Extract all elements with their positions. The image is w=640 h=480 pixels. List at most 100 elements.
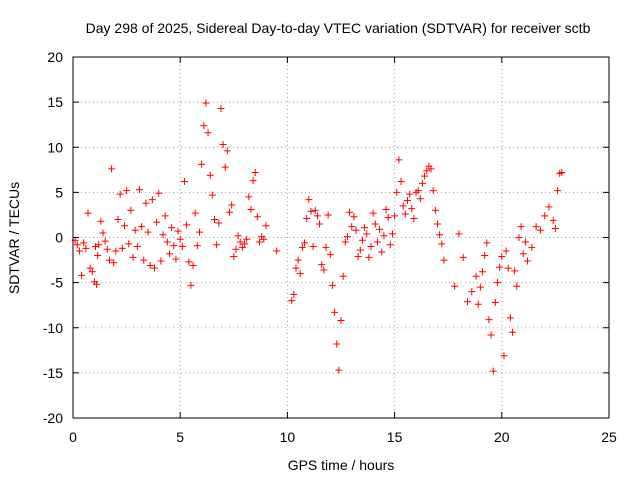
data-point [500, 352, 508, 360]
x-tick-label: 0 [69, 429, 77, 445]
grid [73, 57, 609, 418]
data-point [341, 238, 349, 246]
data-point [483, 239, 491, 247]
data-point [513, 282, 521, 290]
data-point [423, 167, 431, 175]
data-point [451, 282, 459, 290]
data-point [133, 243, 141, 251]
data-point [322, 243, 330, 251]
data-point [127, 206, 135, 214]
data-point [155, 189, 163, 197]
data-point [245, 193, 253, 201]
data-point [476, 283, 484, 291]
data-point [211, 215, 219, 223]
data-point [524, 257, 532, 265]
data-point [262, 222, 270, 230]
data-point [502, 247, 510, 255]
data-point [324, 211, 332, 219]
data-point [551, 224, 559, 232]
data-point [414, 187, 422, 195]
data-point [138, 223, 146, 231]
data-point [388, 230, 396, 238]
data-point [532, 223, 540, 231]
data-point [202, 99, 210, 107]
data-point [170, 242, 178, 250]
x-tick-label: 5 [176, 429, 184, 445]
y-tick-label: 0 [55, 230, 63, 246]
data-point [150, 264, 158, 272]
data-point [391, 212, 399, 220]
data-point [168, 224, 176, 232]
data-point [129, 253, 137, 261]
data-point [384, 214, 392, 222]
data-point [88, 268, 96, 276]
data-point [463, 298, 471, 306]
data-point [356, 246, 364, 254]
data-point [120, 222, 128, 230]
data-point [185, 258, 193, 266]
data-point [82, 244, 90, 252]
data-point [253, 213, 261, 221]
data-point [361, 224, 369, 232]
data-point [238, 243, 246, 251]
data-point [226, 208, 234, 216]
data-point [140, 256, 148, 264]
data-point [504, 264, 512, 272]
data-point [294, 256, 302, 264]
y-axis-label: SDTVAR / TECUs [6, 182, 22, 294]
data-point [337, 317, 345, 325]
data-point [206, 171, 214, 179]
data-point [92, 243, 100, 251]
chart-title: Day 298 of 2025, Sidereal Day-to-day VTE… [86, 20, 591, 36]
data-point [479, 268, 487, 276]
data-point [94, 252, 102, 260]
data-point [232, 245, 240, 253]
data-point [350, 213, 358, 221]
data-point [110, 259, 118, 267]
data-point [528, 243, 536, 251]
data-point [251, 169, 259, 177]
data-point [131, 226, 139, 234]
data-point [369, 209, 377, 217]
data-point [193, 242, 201, 250]
data-point [172, 255, 180, 263]
data-point [118, 244, 126, 252]
data-point [399, 202, 407, 210]
data-point [108, 165, 116, 173]
data-point [86, 264, 94, 272]
data-point [165, 250, 173, 258]
data-point [554, 187, 562, 195]
data-point [515, 234, 523, 241]
data-point [219, 141, 227, 149]
data-point [290, 290, 298, 298]
data-point [363, 230, 371, 238]
data-point [401, 210, 409, 218]
data-point [159, 231, 167, 239]
data-point [429, 187, 437, 195]
data-point [326, 251, 334, 259]
data-point [474, 300, 482, 308]
data-point [431, 206, 439, 214]
data-point [236, 238, 244, 246]
data-point [487, 331, 495, 339]
data-point [95, 241, 103, 249]
data-point [223, 147, 231, 155]
data-point [403, 196, 411, 204]
data-point [378, 248, 386, 256]
data-point [521, 238, 529, 246]
data-point [103, 245, 111, 253]
data-point [99, 229, 107, 237]
data-point [305, 196, 313, 204]
data-point [80, 239, 88, 247]
data-point [455, 230, 463, 238]
data-point [84, 209, 92, 217]
data-point [343, 233, 351, 241]
y-tick-label: -20 [43, 410, 63, 426]
data-point [382, 206, 390, 214]
data-point [395, 156, 403, 164]
data-point [410, 215, 418, 223]
data-point [73, 241, 81, 249]
data-point [517, 223, 525, 231]
data-point [311, 206, 319, 214]
